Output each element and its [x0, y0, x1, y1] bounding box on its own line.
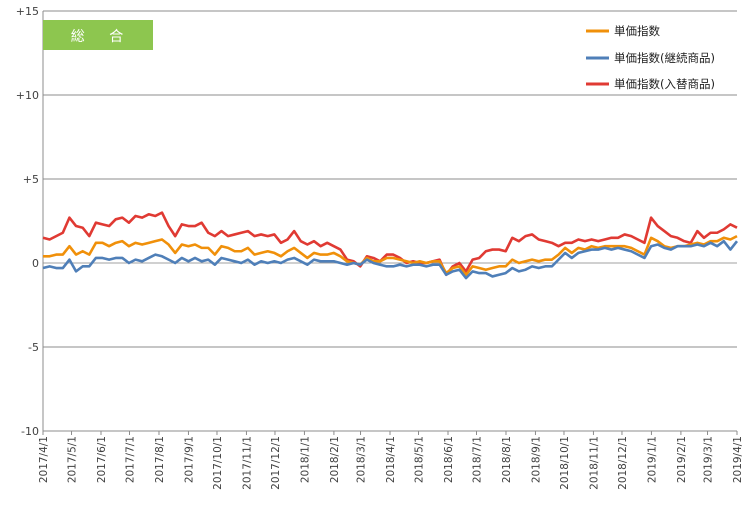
- x-tick-label: 2017/10/1: [212, 436, 224, 490]
- legend-bg: [581, 76, 741, 94]
- series-line-2: [42, 211, 738, 277]
- x-tick-label: 2018/1/1: [299, 436, 311, 483]
- x-tick-label: 2018/9/1: [530, 436, 542, 483]
- grid-lines: [42, 10, 737, 432]
- legend-label: 単価指数(継続商品): [614, 51, 715, 65]
- chart-badge: 総 合: [43, 20, 153, 50]
- x-axis-ticks: 2017/4/1 2017/5/1 2017/6/1 2017/7/1 2017/8/1…: [38, 431, 742, 490]
- y-tick-label: +5: [23, 173, 39, 186]
- badge-background: [43, 20, 153, 50]
- y-axis-ticks: +15 +10 +5 0 -5 -10: [16, 5, 39, 438]
- x-tick-label: 2018/10/1: [559, 436, 571, 490]
- x-tick-label: 2017/11/1: [241, 436, 253, 490]
- x-tick-label: 2017/9/1: [183, 436, 195, 483]
- y-tick-label: -5: [28, 341, 39, 354]
- x-tick-label: 2019/4/1: [732, 436, 742, 483]
- series-line-0: [43, 234, 738, 277]
- x-tick-label: 2018/2/1: [329, 436, 341, 483]
- x-tick-label: 2017/12/1: [270, 436, 282, 490]
- legend-label: 単価指数(入替商品): [614, 77, 715, 91]
- x-tick-label: 2018/7/1: [472, 436, 484, 483]
- series-line-1: [42, 239, 739, 280]
- y-tick-label: +10: [16, 89, 39, 102]
- x-tick-label: 2018/11/1: [588, 436, 600, 490]
- x-tick-label: 2017/8/1: [154, 436, 166, 483]
- x-tick-label: 2018/8/1: [501, 436, 513, 483]
- series-lines: [42, 211, 739, 280]
- x-tick-label: 2018/12/1: [617, 436, 629, 490]
- x-tick-label: 2017/5/1: [67, 436, 79, 483]
- x-tick-label: 2018/5/1: [414, 436, 426, 483]
- badge-label: 総 合: [71, 29, 133, 45]
- y-tick-label: -10: [21, 425, 39, 438]
- x-tick-label: 2018/6/1: [443, 436, 455, 483]
- x-tick-label: 2018/4/1: [385, 436, 397, 483]
- legend-label: 単価指数: [614, 24, 660, 38]
- x-tick-label: 2019/3/1: [703, 436, 715, 483]
- x-tick-label: 2018/3/1: [356, 436, 368, 483]
- legend-bg: [581, 23, 741, 41]
- x-tick-label: 2019/2/1: [676, 436, 688, 483]
- x-tick-label: 2019/1/1: [646, 436, 658, 483]
- x-tick-label: 2017/4/1: [38, 436, 50, 483]
- y-tick-label: 0: [32, 257, 39, 270]
- x-tick-label: 2017/6/1: [96, 436, 108, 483]
- x-tick-label: 2017/7/1: [125, 436, 137, 483]
- y-tick-label: +15: [16, 5, 39, 18]
- legend-bg: [581, 50, 741, 68]
